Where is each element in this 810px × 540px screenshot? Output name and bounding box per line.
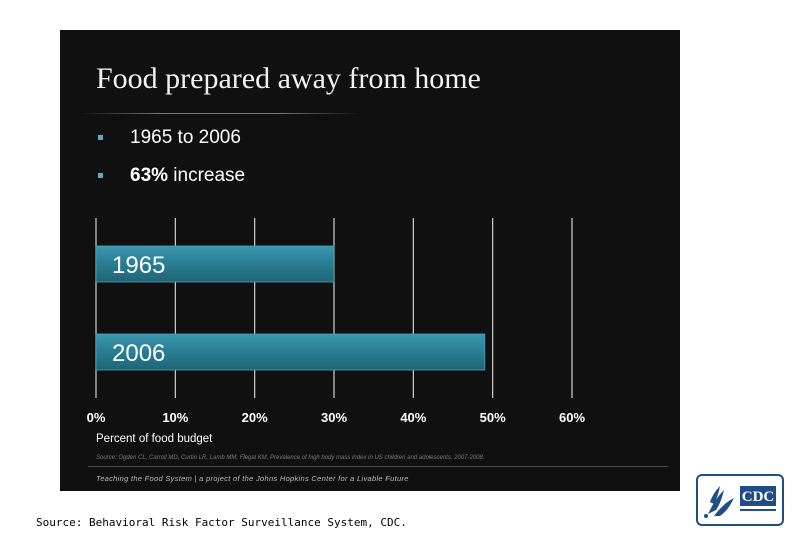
source-caption: Source: Behavioral Risk Factor Surveilla…: [36, 516, 407, 529]
bullet-item: 63% increase: [96, 164, 245, 202]
bullet-list: 1965 to 2006 63% increase: [96, 126, 245, 202]
footer-divider: [88, 466, 668, 467]
bar-chart: 0% 10% 20% 30% 40% 50% 60% 1965 2006: [87, 218, 585, 425]
bullet-text: increase: [168, 165, 246, 186]
cdc-logo-text: CDC: [742, 489, 775, 505]
bar-label: 2006: [112, 340, 165, 367]
x-tick-label: 10%: [162, 410, 188, 425]
bullet-square-icon: [98, 173, 103, 178]
slide-title: Food prepared away from home: [96, 62, 481, 95]
bullet-square-icon: [98, 135, 103, 140]
bar: [95, 245, 335, 283]
x-tick-label: 30%: [321, 410, 347, 425]
x-tick-label: 0%: [87, 410, 106, 425]
bullet-text: 1965 to 2006: [130, 127, 241, 148]
citation-text: Source: Ogden CL, Carroll MD, Curtin LR,…: [96, 455, 485, 461]
cdc-logo: CDC: [696, 474, 784, 526]
bar-label: 1965: [112, 252, 165, 279]
cdc-badge: [740, 486, 776, 506]
x-tick-label: 40%: [400, 410, 426, 425]
x-tick-label: 20%: [242, 410, 268, 425]
x-axis-title: Percent of food budget: [96, 433, 213, 445]
hhs-eagle-icon: [704, 486, 734, 518]
x-tick-label: 50%: [480, 410, 506, 425]
cdc-underline: [740, 509, 776, 511]
slide: Food prepared away from home 1965 to 200…: [60, 30, 680, 491]
bullet-item: 1965 to 2006: [96, 126, 245, 164]
title-divider: [80, 113, 360, 114]
x-tick-label: 60%: [559, 410, 585, 425]
slide-footer: Teaching the Food System | a project of …: [96, 474, 409, 483]
bullet-emphasis: 63%: [130, 165, 169, 186]
bar: [95, 333, 486, 371]
